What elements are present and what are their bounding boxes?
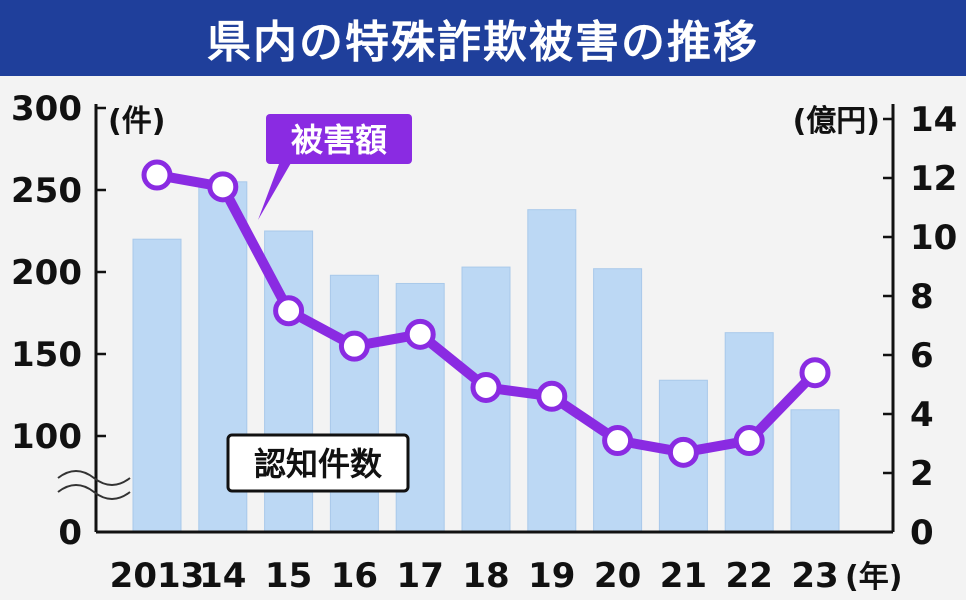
- right-tick-label: 6: [910, 336, 934, 376]
- bar: [790, 409, 840, 533]
- x-tick-label: 16: [331, 556, 378, 596]
- bar: [593, 268, 643, 533]
- bar: [132, 238, 182, 533]
- line-point: [470, 371, 502, 403]
- left-tick-label: 150: [11, 335, 82, 375]
- x-tick-label: 18: [462, 556, 509, 596]
- right-tick-label: 0: [910, 513, 934, 553]
- line-point: [338, 330, 370, 362]
- x-tick-label: 14: [199, 556, 246, 596]
- line-point: [602, 425, 634, 457]
- left-tick-label: 300: [11, 89, 82, 129]
- left-tick-label: 200: [11, 253, 82, 293]
- bar: [329, 274, 379, 533]
- right-tick-label: 12: [910, 159, 957, 199]
- line-point: [799, 357, 831, 389]
- left-tick-label: 250: [11, 171, 82, 211]
- x-tick-label: 23: [791, 556, 838, 596]
- line-point: [141, 159, 173, 191]
- bar-label-box: [226, 433, 410, 493]
- right-tick-label: 2: [910, 454, 934, 494]
- x-tick-label: 21: [660, 556, 707, 596]
- right-tick-label: 8: [910, 277, 934, 317]
- x-tick-label: 15: [265, 556, 312, 596]
- line-point: [536, 380, 568, 412]
- line-point: [404, 318, 436, 350]
- line-point: [273, 295, 305, 327]
- bar: [527, 209, 577, 533]
- bar-series-label: 認知件数: [254, 445, 383, 483]
- left-axis-unit: (件): [108, 104, 165, 139]
- right-tick-label: 14: [910, 100, 957, 140]
- right-tick-label: 4: [910, 395, 934, 435]
- left-tick-label: 0: [58, 513, 82, 553]
- right-axis-unit: (億円): [793, 104, 880, 139]
- right-tick-label: 10: [910, 218, 957, 258]
- line-label-pointer: [258, 156, 295, 220]
- line-series-label: 被害額: [291, 121, 387, 159]
- line-series: [141, 159, 831, 468]
- axis-break-mark: [57, 470, 131, 500]
- x-tick-label: 20: [594, 556, 641, 596]
- x-tick-label: 22: [726, 556, 773, 596]
- line-point: [733, 425, 765, 457]
- title-bar: 県内の特殊詐欺被害の推移: [0, 0, 966, 76]
- line-point: [207, 171, 239, 203]
- x-tick-label: 2013: [110, 556, 205, 596]
- chart-title: 県内の特殊詐欺被害の推移: [207, 17, 759, 68]
- line-label-box: [266, 114, 412, 164]
- x-tick-label: 19: [528, 556, 575, 596]
- line-point: [667, 436, 699, 468]
- x-axis-unit: (年): [845, 560, 902, 595]
- x-tick-label: 17: [397, 556, 444, 596]
- left-tick-label: 100: [11, 417, 82, 457]
